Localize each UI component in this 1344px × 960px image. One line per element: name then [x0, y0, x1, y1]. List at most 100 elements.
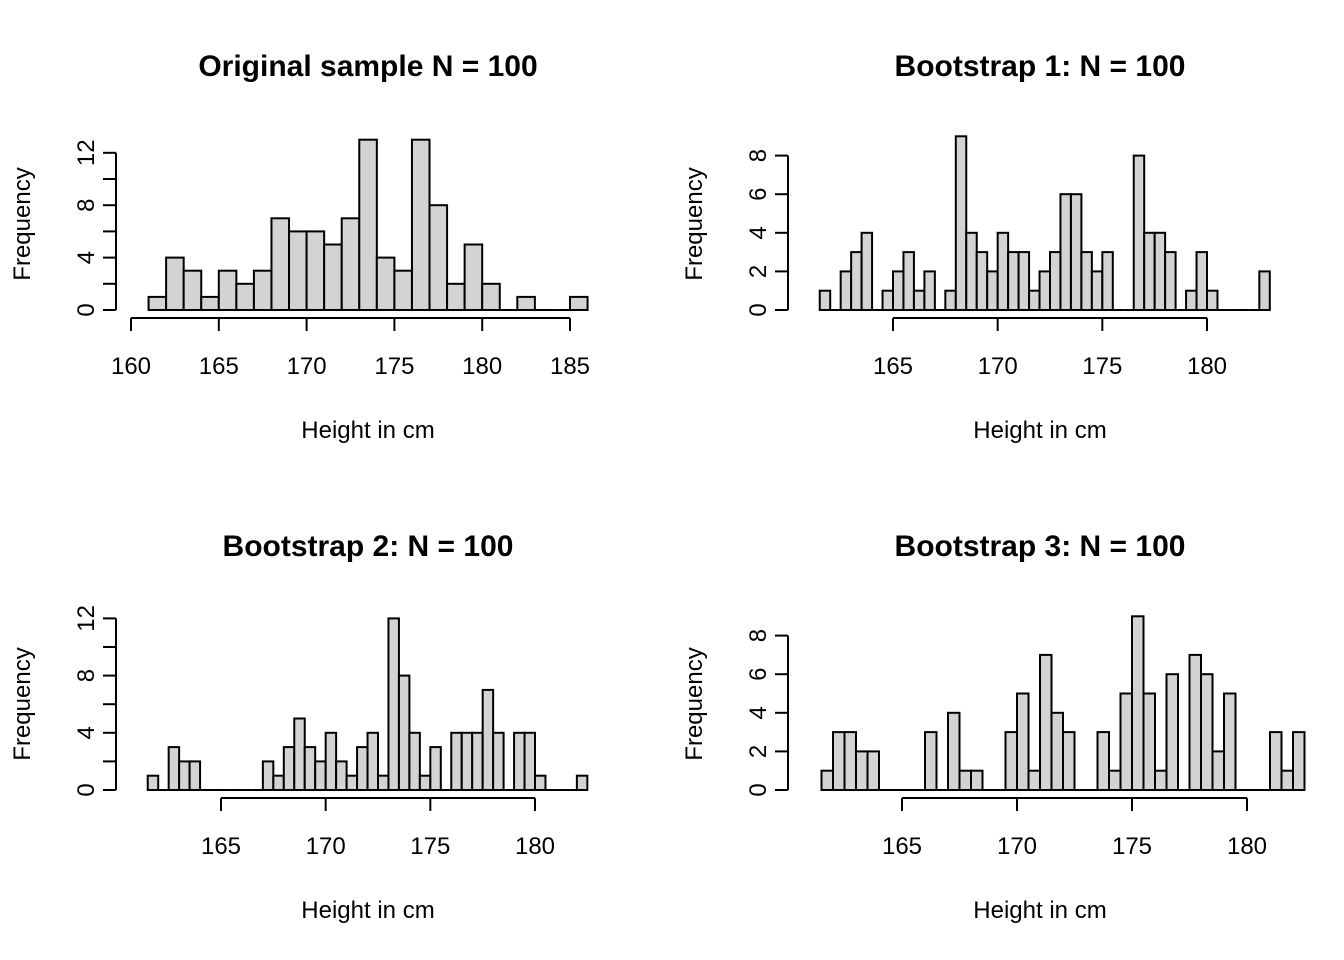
histogram-bar	[356, 746, 369, 791]
y-tick-label: 0	[745, 303, 772, 316]
x-tick-label: 165	[201, 833, 241, 860]
histogram-bar	[345, 774, 359, 792]
histogram-bar	[335, 760, 348, 792]
histogram-bar	[270, 217, 291, 311]
histogram-bar	[958, 769, 972, 792]
histogram-bar	[303, 746, 317, 791]
histogram-bar	[1090, 270, 1104, 311]
x-tick-label: 180	[1227, 833, 1267, 860]
histogram-bar	[288, 230, 308, 311]
histogram-bar	[1080, 251, 1093, 312]
histogram-bar	[358, 138, 378, 311]
histogram-panel-original: Original sample N = 100 Height in cm Fre…	[9, 50, 590, 444]
y-axis: 0 2 4 6 8	[745, 149, 789, 317]
x-tick-label: 185	[550, 353, 590, 380]
histogram-bar	[1258, 270, 1271, 311]
histogram-bar	[1007, 251, 1020, 312]
histogram-bar	[1143, 231, 1156, 311]
x-tick-label: 170	[978, 353, 1018, 380]
histogram-bar	[235, 282, 255, 311]
histogram-bar	[892, 270, 905, 311]
x-tick-label: 170	[306, 833, 346, 860]
histogram-bar	[200, 295, 220, 311]
histogram-bar	[450, 731, 463, 791]
x-tick-label: 175	[1082, 353, 1122, 380]
histogram-bar	[912, 289, 926, 312]
histogram-bar	[1038, 270, 1051, 311]
histogram-bar	[881, 289, 894, 312]
histogram-bar	[293, 717, 306, 791]
histogram-bar	[366, 731, 379, 791]
histogram-bar	[986, 270, 999, 311]
histogram-bar	[1101, 251, 1114, 312]
x-tick-label: 165	[882, 833, 922, 860]
histogram-bar	[954, 135, 968, 311]
x-tick-label: 175	[1112, 833, 1152, 860]
histogram-bar	[1028, 289, 1041, 312]
y-tick-label: 2	[745, 265, 772, 278]
x-tick-label: 170	[287, 353, 327, 380]
y-tick-label: 0	[73, 783, 100, 796]
histogram-bar	[1016, 692, 1030, 791]
histogram-bar	[1280, 769, 1294, 792]
y-tick-label: 8	[73, 199, 100, 212]
histogram-bar	[481, 282, 501, 311]
histogram-bar	[1069, 193, 1083, 311]
histogram-bar	[167, 746, 181, 791]
histogram-bar	[1049, 251, 1062, 312]
x-tick-label: 170	[997, 833, 1037, 860]
histogram-bar	[1153, 231, 1167, 311]
x-tick-label: 175	[410, 833, 450, 860]
histogram-bar	[1188, 653, 1202, 792]
histogram-bar	[1292, 731, 1306, 791]
histogram-bar	[460, 731, 474, 791]
histogram-bar	[575, 774, 589, 792]
histogram-bar	[1119, 692, 1133, 791]
y-axis-label: Frequency	[9, 167, 36, 280]
histogram-bar	[1164, 251, 1177, 312]
panel-title: Bootstrap 1: N = 100	[895, 50, 1186, 83]
y-tick-label: 4	[73, 726, 100, 739]
histogram-bar	[513, 731, 526, 791]
y-tick-label: 8	[73, 669, 100, 682]
histogram-bar	[1154, 769, 1168, 792]
histogram-bar	[1165, 673, 1179, 792]
bars	[820, 615, 1306, 792]
histogram-bar	[1039, 653, 1053, 792]
histogram-bar	[832, 731, 846, 791]
bars	[146, 617, 589, 792]
histogram-bar	[305, 230, 326, 311]
histogram-bar	[996, 231, 1010, 311]
panel-title: Bootstrap 2: N = 100	[223, 530, 514, 563]
histogram-bar	[516, 295, 536, 311]
histogram-bar	[1269, 731, 1283, 791]
y-tick-label: 8	[745, 149, 772, 162]
histogram-bar	[839, 270, 853, 311]
y-tick-label: 6	[745, 188, 772, 201]
histogram-bar	[463, 243, 484, 311]
y-tick-label: 12	[73, 139, 100, 166]
x-axis-label: Height in cm	[301, 897, 434, 924]
histogram-bar	[1050, 711, 1064, 791]
y-tick-label: 8	[745, 629, 772, 642]
y-axis: 0 2 4 6 8	[745, 629, 789, 797]
histogram-bar	[1142, 692, 1156, 791]
histogram-bar	[387, 617, 400, 792]
histogram-bar	[843, 731, 857, 791]
y-tick-label: 6	[745, 668, 772, 681]
histogram-bar	[970, 769, 984, 792]
histogram-bar	[314, 760, 327, 792]
histogram-bar	[1004, 731, 1018, 791]
histogram-bar	[534, 774, 547, 792]
histogram-bar	[429, 746, 442, 791]
histogram-bar	[1223, 692, 1237, 791]
histogram-bar	[340, 217, 361, 311]
histogram-bar	[1108, 769, 1122, 792]
y-axis: 0 4 8 12	[73, 139, 117, 317]
x-axis-label: Height in cm	[301, 417, 434, 444]
x-axis: 165 170 175 180	[882, 797, 1267, 860]
histogram-bar	[397, 674, 411, 791]
x-axis-label: Height in cm	[973, 897, 1106, 924]
histogram-bar	[1211, 750, 1225, 792]
